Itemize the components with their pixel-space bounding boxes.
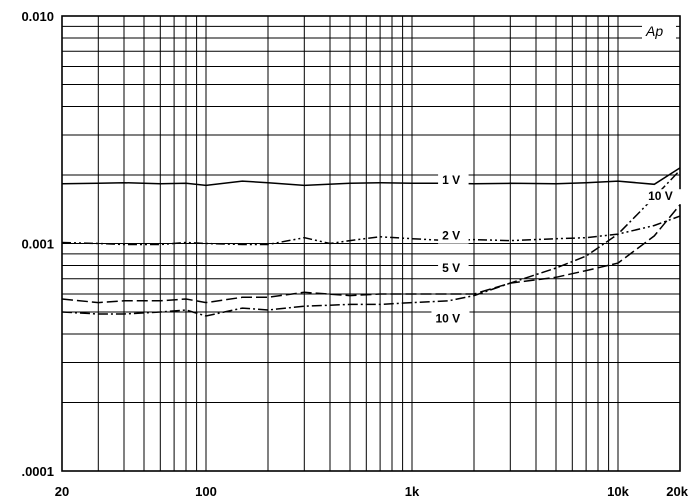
series-label-bg bbox=[438, 260, 469, 276]
x-tick-label: 1k bbox=[405, 484, 420, 499]
series-label: 2 V bbox=[442, 229, 460, 243]
series-label-bg bbox=[644, 189, 683, 205]
x-tick-label: 20 bbox=[55, 484, 69, 499]
plot-frame bbox=[61, 15, 681, 472]
x-tick-label: 10k bbox=[607, 484, 629, 499]
series-label-bg bbox=[438, 172, 469, 188]
unit-label: Ap bbox=[645, 23, 663, 39]
series-label: 10 V bbox=[435, 311, 460, 325]
y-tick-label: 0.001 bbox=[21, 237, 54, 252]
tick-labels: 20 100 1k 10k 20k 0.010 0.001 .0001 bbox=[21, 9, 688, 499]
series-line-0 bbox=[61, 167, 681, 187]
unit-label-bg bbox=[642, 22, 676, 40]
series-label: 5 V bbox=[442, 261, 460, 275]
x-tick-label: 20k bbox=[666, 484, 688, 499]
series-line-2 bbox=[61, 204, 681, 304]
series-label-bg bbox=[438, 228, 469, 244]
series-line-3 bbox=[61, 169, 681, 317]
y-tick-label: .0001 bbox=[21, 464, 54, 479]
series-labels: 1 V 2 V 5 V 10 V 10 V bbox=[431, 172, 683, 327]
y-tick-label: 0.010 bbox=[21, 9, 54, 24]
series-label-bg bbox=[431, 311, 470, 327]
grid bbox=[62, 16, 680, 471]
series-label: 1 V bbox=[442, 173, 460, 187]
series-line-1 bbox=[61, 215, 681, 246]
x-tick-label: 100 bbox=[195, 484, 217, 499]
series-label: 10 V bbox=[648, 189, 673, 203]
series-group bbox=[61, 167, 681, 317]
